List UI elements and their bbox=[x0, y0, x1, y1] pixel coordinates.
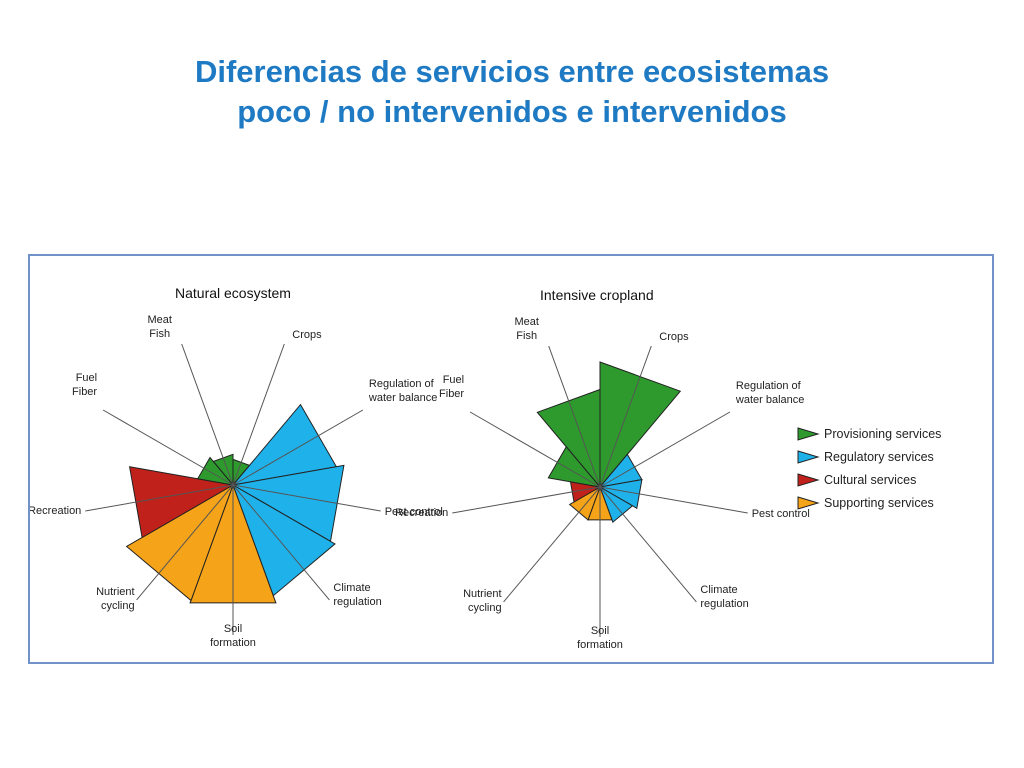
chart-title-natural-ecosystem: Natural ecosystem bbox=[175, 285, 291, 301]
spoke-meat-fish bbox=[181, 343, 234, 486]
wedge-crops bbox=[599, 361, 682, 489]
legend-swatch-provisioning-services bbox=[797, 427, 820, 441]
legend-label-provisioning-services: Provisioning services bbox=[824, 427, 941, 441]
axis-label-meat-fish: Meat Fish bbox=[514, 316, 538, 342]
chart-title-intensive-cropland: Intensive cropland bbox=[540, 287, 654, 303]
axis-label-nutrient-cycling: Nutrient cycling bbox=[96, 586, 135, 612]
spoke-recreation bbox=[452, 486, 601, 514]
axis-label-recreation: Recreation bbox=[30, 505, 81, 517]
legend: Provisioning services Regulatory services… bbox=[797, 427, 941, 510]
legend-label-cultural-services: Cultural services bbox=[824, 473, 916, 487]
axis-label-fuel-fiber: Fuel Fiber bbox=[72, 372, 97, 398]
spoke-regulation-of-water-balance bbox=[599, 411, 731, 488]
spoke-climate-regulation bbox=[232, 484, 330, 601]
spoke-nutrient-cycling bbox=[136, 484, 234, 601]
axis-label-pest-control: Pest control bbox=[752, 508, 810, 520]
axis-label-regulation-of-water-balance: Regulation of water balance bbox=[368, 378, 438, 404]
figure-frame: Natural ecosystem Meat Fish Crops Regulation… bbox=[28, 254, 994, 664]
slide-title-line-1: Diferencias de servicios entre ecosistem… bbox=[194, 54, 830, 89]
axis-label-soil-formation: Soil formation bbox=[577, 625, 623, 651]
spoke-fuel-fiber bbox=[102, 409, 234, 486]
axis-label-fuel-fiber: Fuel Fiber bbox=[439, 374, 464, 400]
spoke-pest-control bbox=[232, 484, 381, 512]
slide-title-line-2: poco / no intervenidos e intervenidos bbox=[237, 94, 787, 129]
spoke-pest-control bbox=[599, 486, 748, 514]
spoke-meat-fish bbox=[548, 345, 601, 488]
spoke-nutrient-cycling bbox=[503, 486, 601, 603]
axis-label-climate-regulation: Climate regulation bbox=[700, 584, 748, 610]
axis-label-climate-regulation: Climate regulation bbox=[333, 582, 381, 608]
axis-label-crops: Crops bbox=[292, 329, 322, 341]
axis-label-pest-control: Pest control bbox=[385, 506, 443, 518]
spoke-regulation-of-water-balance bbox=[232, 409, 364, 486]
legend-label-supporting-services: Supporting services bbox=[824, 496, 934, 510]
legend-swatch-cultural-services bbox=[797, 473, 820, 487]
axis-label-soil-formation: Soil formation bbox=[210, 623, 256, 649]
spoke-recreation bbox=[85, 484, 234, 512]
axis-label-nutrient-cycling: Nutrient cycling bbox=[463, 588, 502, 614]
axis-label-meat-fish: Meat Fish bbox=[147, 314, 171, 340]
spoke-fuel-fiber bbox=[469, 411, 601, 488]
legend-swatch-supporting-services bbox=[797, 496, 820, 510]
slide-title: Diferencias de servicios entre ecosistem… bbox=[0, 52, 1024, 132]
legend-swatch-regulatory-services bbox=[797, 450, 820, 464]
spoke-crops bbox=[232, 343, 285, 486]
spoke-crops bbox=[599, 345, 652, 488]
axis-label-crops: Crops bbox=[659, 331, 689, 343]
spoke-climate-regulation bbox=[599, 486, 697, 603]
legend-label-regulatory-services: Regulatory services bbox=[824, 450, 934, 464]
axis-label-recreation: Recreation bbox=[395, 507, 448, 519]
axis-label-regulation-of-water-balance: Regulation of water balance bbox=[735, 380, 805, 406]
